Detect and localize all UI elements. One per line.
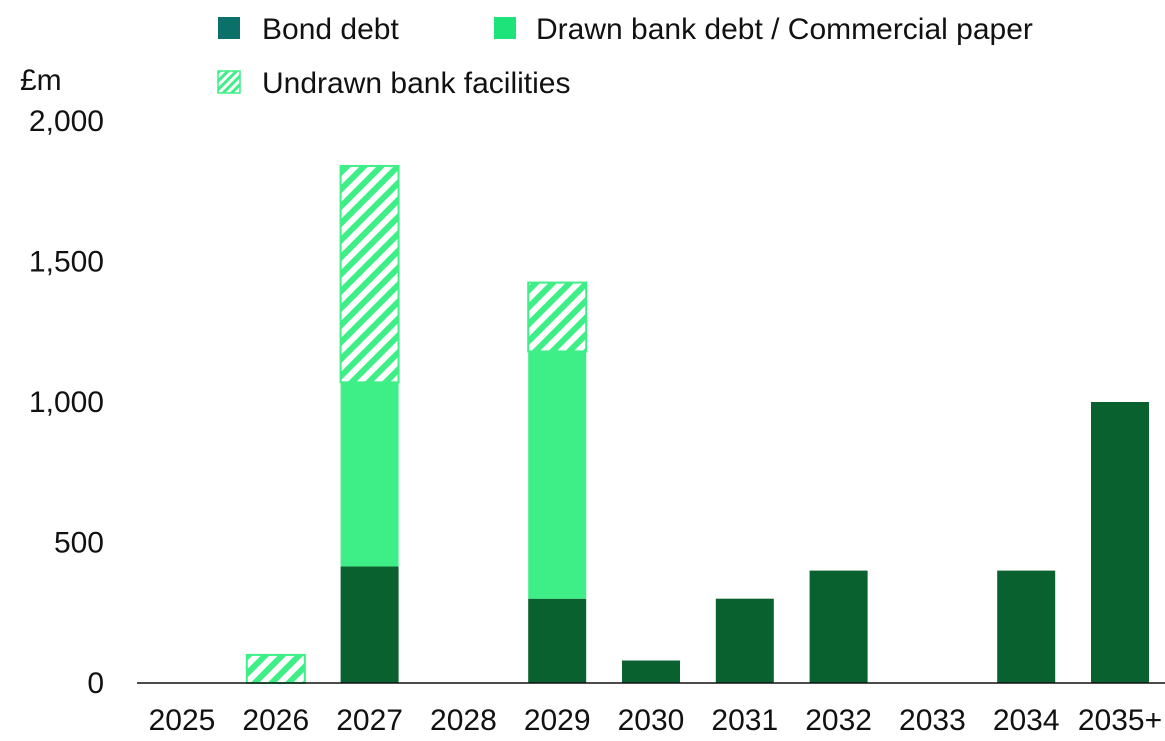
y-tick-label: 0 xyxy=(87,667,104,700)
legend-swatch-bond-debt xyxy=(218,17,240,39)
bar-drawn-bank-debt xyxy=(340,382,399,567)
x-tick-label: 2025 xyxy=(149,704,216,737)
legend-swatch-drawn-bank-debt xyxy=(494,17,516,39)
y-tick-label: 1,500 xyxy=(29,246,104,279)
legend-label-drawn-bank-debt: Drawn bank debt / Commercial paper xyxy=(536,13,1033,46)
x-tick-label: 2035+ xyxy=(1078,704,1162,737)
legend-label-undrawn-facilities: Undrawn bank facilities xyxy=(262,67,570,100)
x-axis-ticks: 2025 2026 2027 2028 2029 2030 2031 2032 2033 2034… xyxy=(149,704,1163,737)
x-tick-label: 2033 xyxy=(899,704,966,737)
bar-undrawn-facilities xyxy=(527,281,588,353)
bar-bond-debt xyxy=(340,566,399,683)
x-tick-label: 2030 xyxy=(618,704,685,737)
bar-drawn-bank-debt xyxy=(528,351,587,599)
x-tick-label: 2029 xyxy=(524,704,591,737)
bar-bond-debt xyxy=(622,660,680,683)
y-tick-label: 1,000 xyxy=(29,386,104,419)
x-tick-label: 2032 xyxy=(805,704,872,737)
x-tick-label: 2027 xyxy=(336,704,403,737)
legend-swatch-undrawn-facilities xyxy=(217,70,241,94)
bars xyxy=(245,164,1149,685)
bar-bond-debt xyxy=(715,598,774,683)
y-tick-label: 500 xyxy=(54,527,104,560)
x-tick-label: 2028 xyxy=(430,704,497,737)
bar-bond-debt xyxy=(528,598,587,683)
bar-bond-debt xyxy=(809,570,868,683)
x-tick-label: 2026 xyxy=(242,704,309,737)
bar-undrawn-facilities xyxy=(339,164,400,384)
y-axis-unit-label: £m xyxy=(20,64,62,97)
legend: Bond debt Drawn bank debt / Commercial p… xyxy=(217,13,1033,100)
x-tick-label: 2034 xyxy=(993,704,1060,737)
y-axis-ticks: 0 500 1,000 1,500 2,000 xyxy=(29,105,104,700)
legend-label-bond-debt: Bond debt xyxy=(262,13,399,46)
bar-bond-debt xyxy=(997,570,1056,683)
bar-undrawn-facilities xyxy=(245,653,306,685)
bar-bond-debt xyxy=(1091,402,1149,683)
y-tick-label: 2,000 xyxy=(29,105,104,138)
x-tick-label: 2031 xyxy=(711,704,778,737)
